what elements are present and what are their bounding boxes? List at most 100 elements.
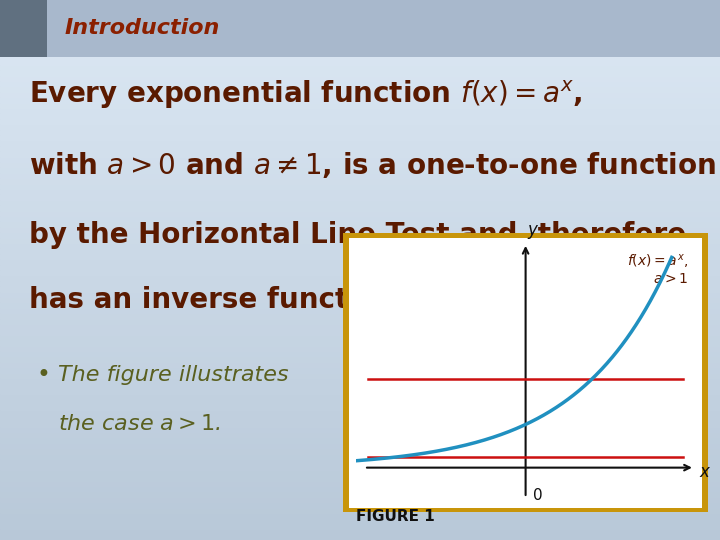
- Bar: [0, 200, 720, 205]
- Text: $x$: $x$: [698, 463, 711, 481]
- Bar: [0, 481, 720, 486]
- Bar: [0, 475, 720, 481]
- Bar: [0, 70, 720, 76]
- Bar: [343, 233, 708, 512]
- Bar: [0, 32, 720, 38]
- Bar: [0, 454, 720, 459]
- Bar: [0, 146, 720, 151]
- Bar: [0, 394, 720, 400]
- Bar: [0, 81, 720, 86]
- Bar: [0, 157, 720, 162]
- Bar: [0, 383, 720, 389]
- Bar: [0, 351, 720, 356]
- Bar: [0, 254, 720, 259]
- Bar: [0, 97, 720, 103]
- Bar: [0, 324, 720, 329]
- Text: •: •: [36, 363, 50, 387]
- Bar: [0, 405, 720, 410]
- Bar: [349, 238, 702, 508]
- Bar: [0, 378, 720, 383]
- Bar: [0, 362, 720, 367]
- Bar: [0, 167, 720, 173]
- Bar: [0, 421, 720, 427]
- Bar: [0, 248, 720, 254]
- Bar: [0, 437, 720, 443]
- Bar: [0, 508, 720, 513]
- Bar: [0, 502, 720, 508]
- Bar: [0, 524, 720, 529]
- Bar: [0, 135, 720, 140]
- Bar: [0, 43, 720, 49]
- Bar: [0, 189, 720, 194]
- Bar: [0, 194, 720, 200]
- Bar: [0, 11, 720, 16]
- Bar: [0, 119, 720, 124]
- Bar: [0, 76, 720, 81]
- Text: the case $a > 1$.: the case $a > 1$.: [58, 414, 220, 434]
- Bar: [0, 319, 720, 324]
- Bar: [0, 22, 720, 27]
- Bar: [0, 529, 720, 535]
- Text: Every exponential function $f(x) = a^x$,: Every exponential function $f(x) = a^x$,: [29, 78, 582, 111]
- Bar: [0, 0, 47, 57]
- Bar: [0, 308, 720, 313]
- Bar: [0, 92, 720, 97]
- Bar: [0, 227, 720, 232]
- Bar: [0, 286, 720, 292]
- Bar: [0, 27, 720, 32]
- Text: Introduction: Introduction: [65, 18, 220, 38]
- Bar: [0, 491, 720, 497]
- Bar: [0, 205, 720, 211]
- Bar: [0, 124, 720, 130]
- Bar: [0, 432, 720, 437]
- Bar: [0, 113, 720, 119]
- Bar: [0, 38, 720, 43]
- Bar: [0, 373, 720, 378]
- Bar: [0, 292, 720, 297]
- Text: FIGURE 1: FIGURE 1: [356, 509, 435, 524]
- Bar: [0, 400, 720, 405]
- Bar: [0, 59, 720, 65]
- Text: with $a > 0$ and $a \neq 1$, is a one-to-one function: with $a > 0$ and $a \neq 1$, is a one-to…: [29, 150, 716, 180]
- Bar: [0, 346, 720, 351]
- Bar: [0, 486, 720, 491]
- Bar: [0, 221, 720, 227]
- Bar: [0, 103, 720, 108]
- Bar: [0, 238, 720, 243]
- Text: $y$: $y$: [527, 223, 539, 241]
- Bar: [0, 416, 720, 421]
- Bar: [0, 211, 720, 216]
- Bar: [0, 335, 720, 340]
- Bar: [0, 302, 720, 308]
- Bar: [0, 497, 720, 502]
- Bar: [0, 313, 720, 319]
- Bar: [0, 140, 720, 146]
- Bar: [0, 130, 720, 135]
- Bar: [0, 54, 720, 59]
- Bar: [0, 459, 720, 464]
- Bar: [0, 513, 720, 518]
- Bar: [0, 86, 720, 92]
- Bar: [0, 281, 720, 286]
- Bar: [0, 443, 720, 448]
- Bar: [0, 65, 720, 70]
- Text: by the Horizontal Line Test and, therefore,: by the Horizontal Line Test and, therefo…: [29, 221, 696, 249]
- Bar: [0, 108, 720, 113]
- Bar: [0, 448, 720, 454]
- Text: $0$: $0$: [532, 487, 542, 503]
- Bar: [0, 275, 720, 281]
- Bar: [0, 470, 720, 475]
- Bar: [0, 184, 720, 189]
- Bar: [0, 464, 720, 470]
- Bar: [0, 16, 720, 22]
- Bar: [0, 5, 720, 11]
- Bar: [0, 329, 720, 335]
- Bar: [0, 518, 720, 524]
- Text: has an inverse function.: has an inverse function.: [29, 286, 408, 314]
- Text: The figure illustrates: The figure illustrates: [58, 365, 288, 386]
- Bar: [0, 232, 720, 238]
- Text: $f(x) = a^x,$
$a > 1$: $f(x) = a^x,$ $a > 1$: [627, 252, 688, 286]
- Bar: [0, 389, 720, 394]
- Bar: [0, 243, 720, 248]
- Bar: [0, 0, 720, 5]
